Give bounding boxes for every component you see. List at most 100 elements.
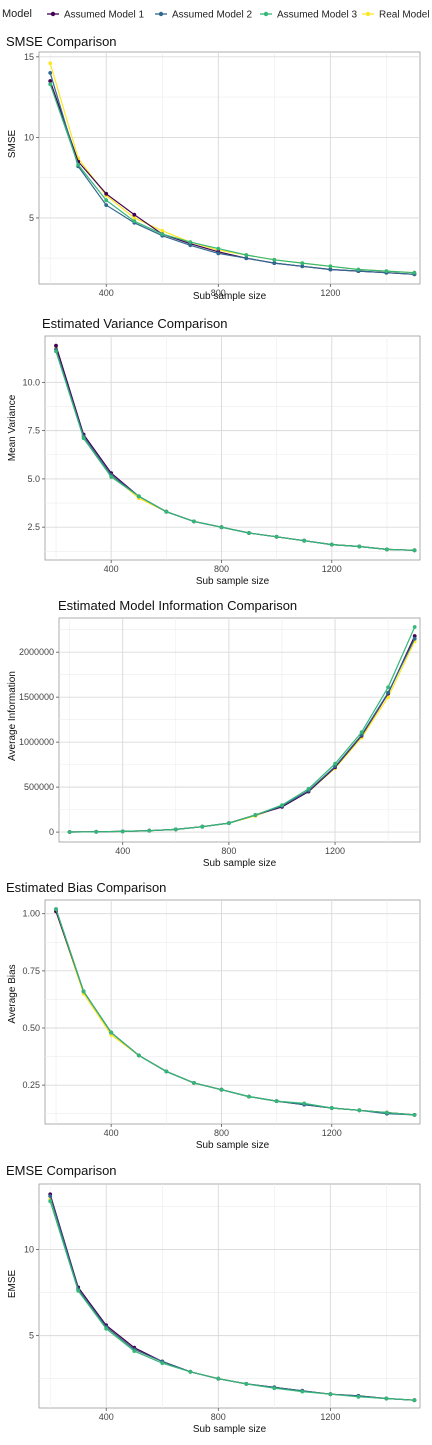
data-point: [192, 1081, 196, 1085]
y-axis-title: Mean Variance: [7, 394, 18, 461]
data-point: [136, 1053, 141, 1058]
legend-key-point: [158, 11, 164, 17]
plot-panel: [38, 51, 421, 285]
y-tick-label: 0: [49, 827, 54, 837]
data-point: [385, 547, 389, 552]
data-point: [302, 1101, 307, 1106]
x-tick-label: 400: [115, 846, 130, 856]
series-line: [49, 1201, 415, 1401]
data-point: [385, 1110, 389, 1115]
y-tick-label: 10: [24, 1244, 34, 1254]
chart-panel: EMSE Comparison 400 800 1200 5 10 Sub sample s…: [6, 1163, 421, 1435]
x-axis-title: Sub sample size: [196, 1140, 270, 1151]
y-tick-label: 2.5: [27, 522, 40, 532]
y-tick-label: 10: [24, 132, 34, 142]
data-point: [104, 198, 109, 203]
series-assumed-model-3: [48, 82, 417, 275]
chart-title: SMSE Comparison: [6, 34, 117, 49]
data-point: [164, 1069, 169, 1074]
data-point: [328, 1392, 333, 1397]
y-axis-title: Average Bias: [7, 964, 18, 1023]
data-point: [104, 191, 109, 196]
data-point: [244, 256, 249, 261]
legend-item: Assumed Model 1: [47, 10, 144, 21]
y-tick-label: 10.0: [22, 377, 40, 387]
data-point: [109, 1030, 114, 1035]
data-point: [412, 548, 417, 553]
data-point: [384, 1396, 389, 1401]
data-point: [329, 542, 334, 547]
x-tick-label: 800: [211, 288, 226, 298]
x-tick-label: 1200: [320, 288, 340, 298]
data-point: [384, 269, 389, 273]
data-point: [272, 1386, 277, 1391]
legend-key-point: [365, 11, 371, 17]
series-line: [49, 72, 415, 275]
data-point: [272, 257, 277, 262]
data-point: [160, 232, 165, 237]
x-tick-label: 1200: [320, 1412, 340, 1422]
series-assumed-model-3: [67, 625, 417, 834]
data-point: [188, 240, 193, 245]
data-point: [200, 824, 205, 829]
data-point: [132, 219, 137, 224]
y-tick-label: 0.75: [22, 966, 40, 976]
data-point: [48, 1199, 53, 1204]
data-point: [359, 730, 364, 735]
plot-panel: [44, 335, 421, 561]
series-assumed-model-3: [48, 1199, 417, 1403]
data-point: [333, 761, 337, 766]
x-tick-label: 400: [104, 1128, 119, 1138]
y-tick-label: 1500000: [19, 692, 54, 702]
x-axis-title: Sub sample size: [193, 1424, 267, 1435]
data-point: [81, 989, 86, 994]
legend-label: Assumed Model 3: [277, 10, 357, 21]
x-tick-label: 800: [221, 846, 236, 856]
data-point: [160, 1361, 165, 1366]
data-point: [164, 509, 169, 514]
data-point: [147, 828, 152, 833]
y-tick-label: 0.25: [22, 1080, 40, 1090]
data-point: [386, 685, 390, 690]
data-point: [274, 1099, 279, 1103]
data-point: [54, 349, 58, 354]
x-axis-title: Sub sample size: [193, 291, 267, 302]
x-tick-label: 800: [211, 1412, 226, 1422]
data-point: [136, 494, 141, 499]
x-tick-label: 800: [214, 564, 229, 574]
data-point: [386, 695, 390, 700]
chart-title: Estimated Model Information Comparison: [58, 598, 297, 613]
series-line: [55, 908, 415, 1116]
data-point: [356, 1394, 361, 1399]
data-point: [173, 827, 178, 832]
data-point: [328, 267, 333, 272]
x-tick-label: 800: [214, 1128, 229, 1138]
data-point: [247, 531, 251, 535]
data-point: [76, 162, 81, 167]
plot-panel: [44, 899, 421, 1125]
data-point: [104, 203, 109, 208]
legend-item: Assumed Model 2: [155, 10, 252, 21]
x-tick-label: 1200: [325, 846, 345, 856]
y-axis-title: EMSE: [7, 1270, 18, 1299]
data-point: [48, 1194, 53, 1198]
data-point: [132, 216, 137, 220]
data-point: [132, 212, 137, 217]
series-assumed-model-3: [54, 907, 417, 1117]
data-point: [188, 1369, 193, 1374]
data-point: [306, 787, 311, 791]
data-point: [132, 1349, 137, 1353]
data-point: [76, 1288, 81, 1293]
plot-panel: [38, 1183, 421, 1409]
data-point: [253, 813, 258, 817]
data-point: [81, 436, 86, 441]
y-tick-label: 7.5: [27, 426, 40, 436]
chart-title: EMSE Comparison: [6, 1163, 117, 1178]
data-point: [412, 1113, 417, 1117]
x-tick-label: 400: [99, 1412, 114, 1422]
plot-panel: [58, 617, 421, 843]
data-point: [302, 538, 307, 543]
x-axis-title: Sub sample size: [196, 576, 270, 587]
y-tick-label: 1.00: [22, 909, 40, 919]
data-point: [274, 534, 279, 539]
